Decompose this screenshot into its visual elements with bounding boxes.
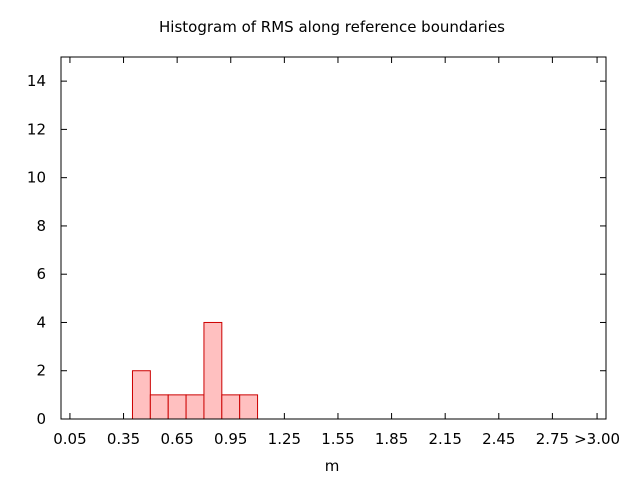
x-tick-label: 2.45 [482, 430, 515, 448]
x-tick-label: 2.15 [428, 430, 461, 448]
chart-title: Histogram of RMS along reference boundar… [159, 18, 505, 36]
histogram-bar [221, 394, 241, 420]
y-tick-label: 4 [36, 313, 46, 331]
histogram-bar [203, 321, 223, 420]
x-axis-label: m [325, 457, 340, 475]
x-tick-label: 1.55 [321, 430, 354, 448]
y-tick-label: 0 [36, 410, 46, 428]
x-tick-label: 0.65 [160, 430, 193, 448]
histogram-bar [131, 370, 151, 420]
x-tick-label: 1.25 [268, 430, 301, 448]
histogram-bar [167, 394, 187, 420]
histogram-bars [131, 321, 259, 420]
x-axis-ticks: 0.05 0.35 0.65 0.95 1.25 1.55 1.85 2.15 2.45 2.75… [53, 57, 620, 448]
y-tick-label: 14 [27, 72, 46, 90]
x-tick-label: 0.95 [214, 430, 247, 448]
x-tick-label: 0.35 [107, 430, 140, 448]
x-tick-label: 1.85 [375, 430, 408, 448]
x-tick-label: 2.75 [536, 430, 569, 448]
x-tick-label: 0.05 [53, 430, 86, 448]
histogram-bar [185, 394, 205, 420]
y-tick-label: 12 [27, 120, 46, 138]
y-tick-label: 10 [27, 169, 46, 187]
y-axis-ticks: 0 2 4 6 8 10 12 14 [27, 72, 606, 428]
plot-frame [60, 56, 607, 420]
y-tick-label: 2 [36, 362, 46, 380]
x-tick-label: >3.00 [574, 430, 620, 448]
histogram-bar [239, 394, 259, 420]
y-tick-label: 8 [36, 217, 46, 235]
y-tick-label: 6 [36, 265, 46, 283]
histogram-bar [149, 394, 169, 420]
